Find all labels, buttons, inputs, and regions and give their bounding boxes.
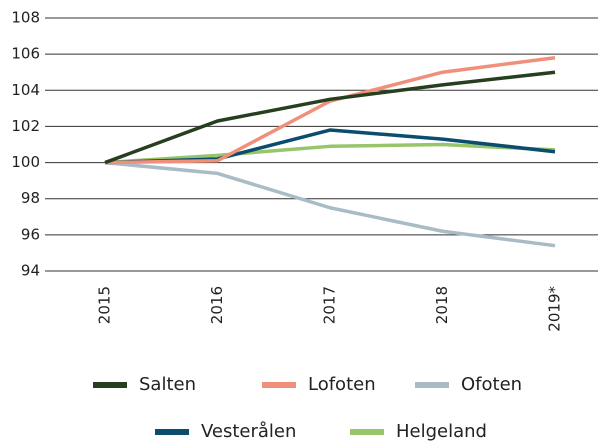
x-tick-label: 2017 xyxy=(321,286,339,324)
legend-label: Helgeland xyxy=(396,421,487,442)
legend-label: Ofoten xyxy=(461,374,522,395)
y-tick-label: 106 xyxy=(11,45,40,63)
legend-label: Vesterålen xyxy=(201,421,296,442)
y-tick-label: 102 xyxy=(11,117,40,135)
y-tick-label: 96 xyxy=(21,225,40,243)
y-tick-label: 100 xyxy=(11,153,40,171)
x-tick-label: 2016 xyxy=(208,286,226,324)
y-tick-label: 108 xyxy=(11,9,40,27)
series-line xyxy=(104,70,556,165)
y-tick-label: 98 xyxy=(21,189,40,207)
x-tick-label: 2019* xyxy=(546,286,564,332)
series-line xyxy=(104,142,556,165)
legend-label: Lofoten xyxy=(308,374,376,395)
y-tick-label: 104 xyxy=(11,81,40,99)
y-tick-label: 94 xyxy=(21,262,40,280)
legend-label: Salten xyxy=(139,374,196,395)
series-line xyxy=(104,56,556,165)
x-tick-label: 2018 xyxy=(433,286,451,324)
series-line xyxy=(104,160,556,248)
x-tick-label: 2015 xyxy=(96,286,114,324)
